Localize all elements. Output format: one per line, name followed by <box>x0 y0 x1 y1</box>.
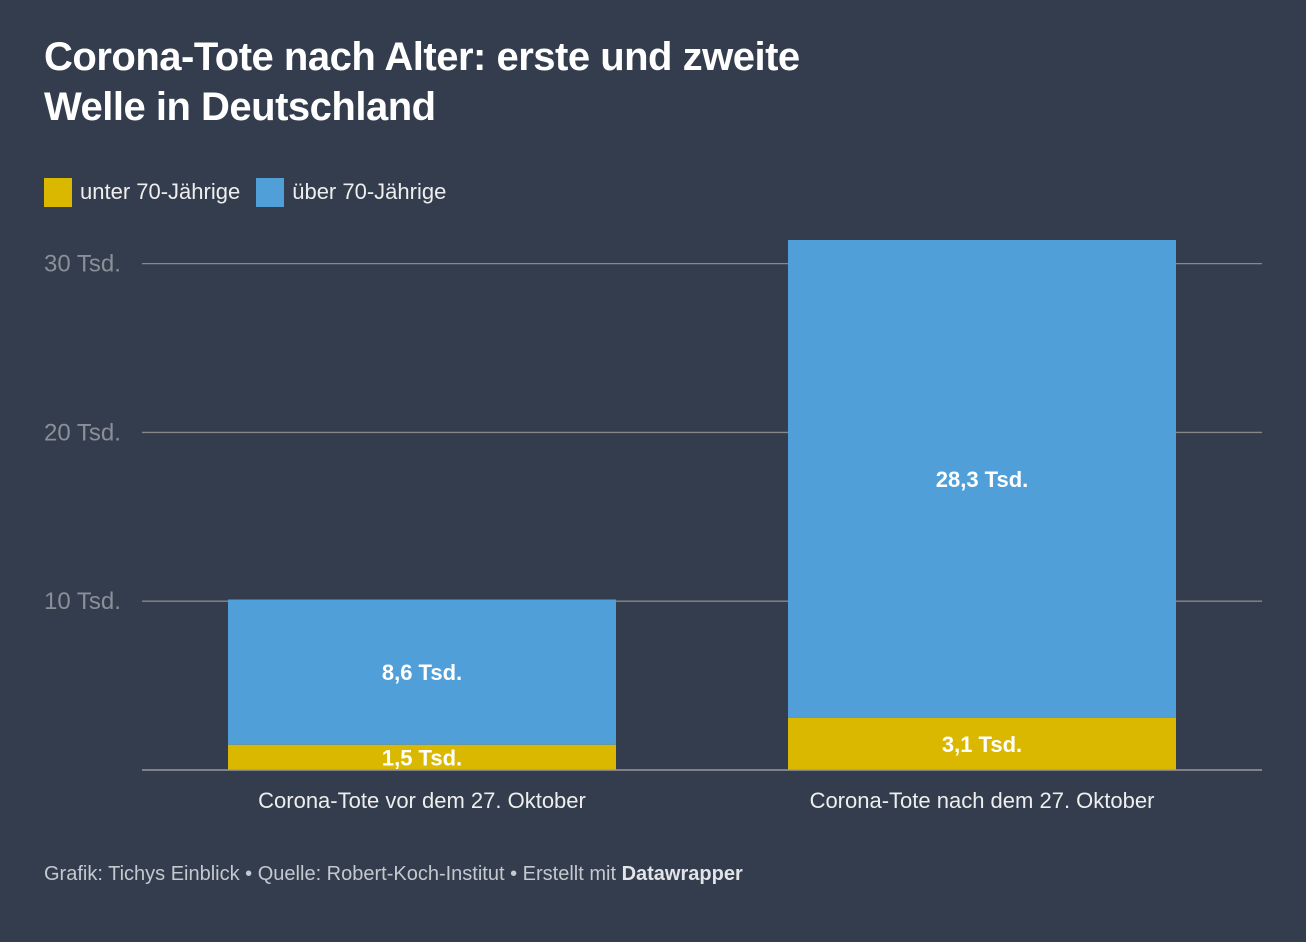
data-label: 28,3 Tsd. <box>936 467 1029 492</box>
footer: Grafik: Tichys Einblick • Quelle: Robert… <box>44 863 743 886</box>
bar-over70 <box>788 240 1176 718</box>
data-label: 8,6 Tsd. <box>382 660 462 685</box>
chart-title: Corona-Tote nach Alter: erste und zweite… <box>44 35 800 129</box>
y-tick-label: 20 Tsd. <box>44 419 121 446</box>
legend-item-under70: unter 70-Jährige <box>44 177 241 207</box>
y-tick-label: 30 Tsd. <box>44 251 121 278</box>
footer-separator: • <box>510 863 518 885</box>
footer-separator: • <box>245 863 253 885</box>
footer-made-with: Erstellt mit <box>522 863 617 885</box>
legend-swatch-over70 <box>256 177 285 207</box>
x-category-label: Corona-Tote vor dem 27. Oktober <box>258 788 586 813</box>
legend-swatch-under70 <box>44 177 72 207</box>
legend-label-over70: über 70-Jährige <box>292 179 447 204</box>
footer-credit: Grafik: Tichys Einblick <box>44 863 240 885</box>
legend-label-under70: unter 70-Jährige <box>80 179 241 204</box>
data-label: 1,5 Tsd. <box>382 745 462 770</box>
legend-item-over70: über 70-Jährige <box>256 177 447 207</box>
data-label: 3,1 Tsd. <box>942 732 1022 757</box>
bar-under70 <box>788 717 1176 770</box>
footer-tool-link[interactable]: Datawrapper <box>621 863 743 885</box>
bar-over70 <box>228 599 616 745</box>
footer-source: Quelle: Robert-Koch-Institut <box>257 863 505 885</box>
y-tick-label: 10 Tsd. <box>44 588 121 615</box>
legend: unter 70-Jährige über 70-Jährige <box>44 176 462 208</box>
bar-under70 <box>228 744 616 770</box>
x-category-label: Corona-Tote nach dem 27. Oktober <box>810 788 1155 813</box>
